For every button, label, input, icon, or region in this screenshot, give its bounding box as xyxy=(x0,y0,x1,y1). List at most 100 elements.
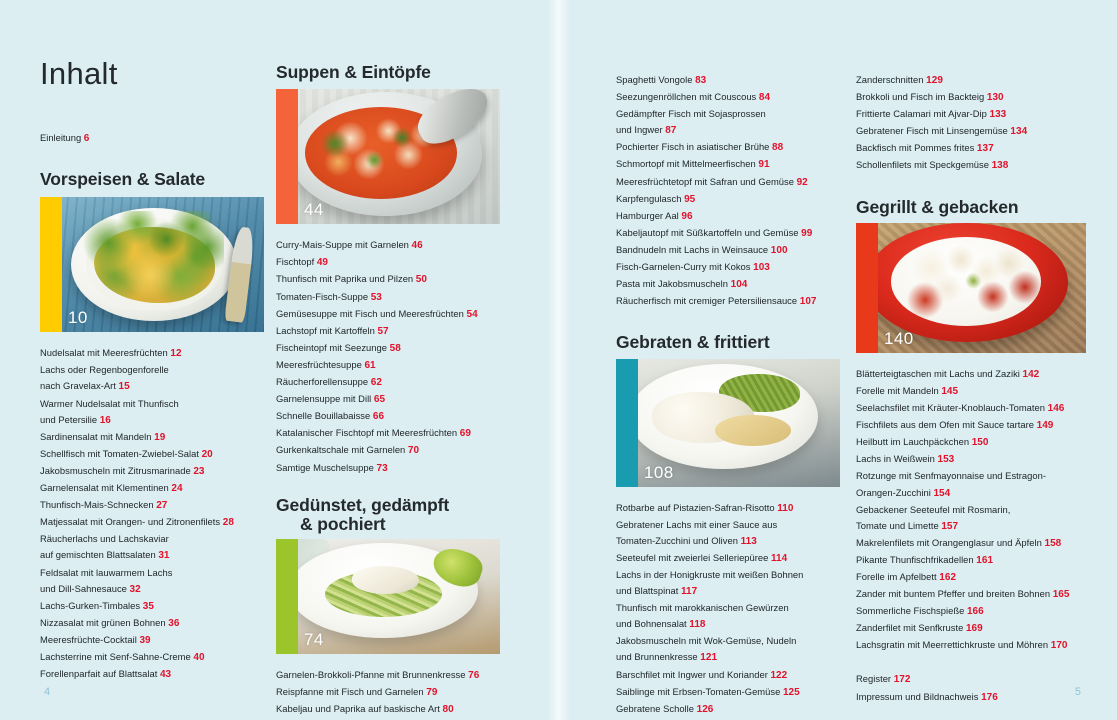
toc-entry[interactable]: Katalanischer Fischtopf mit Meeresfrücht… xyxy=(276,425,500,442)
toc-entry[interactable]: Kabeljautopf mit Süßkartoffeln und Gemüs… xyxy=(616,225,840,242)
toc-entry[interactable]: Meeresfrüchte-Cocktail 39 xyxy=(40,632,264,649)
toc-entry[interactable]: Jakobsmuscheln mit Zitrusmarinade 23 xyxy=(40,463,264,480)
entries-gebraten-cont: Zanderschnitten 129 Brokkoli und Fisch im… xyxy=(856,72,1086,175)
toc-entry[interactable]: Rotbarbe auf Pistazien-Safran-Risotto 11… xyxy=(616,500,840,517)
toc-entry[interactable]: Orangen-Zucchini 154 xyxy=(856,485,1086,502)
toc-entry[interactable]: Zander mit buntem Pfeffer und breiten Bo… xyxy=(856,586,1086,603)
toc-entry[interactable]: Feldsalat mit lauwarmem Lachs xyxy=(40,565,264,581)
toc-entry[interactable]: Gurkenkaltschale mit Garnelen 70 xyxy=(276,442,500,459)
toc-entry[interactable]: Karpfengulasch 95 xyxy=(616,191,840,208)
toc-entry[interactable]: Schellfisch mit Tomaten-Zwiebel-Salat 20 xyxy=(40,446,264,463)
toc-entry[interactable]: Räucherfisch mit cremiger Petersiliensau… xyxy=(616,293,840,310)
toc-entry[interactable]: Lachs in Weißwein 153 xyxy=(856,451,1086,468)
toc-entry[interactable]: Räucherforellensuppe 62 xyxy=(276,374,500,391)
toc-entry[interactable]: Thunfisch-Mais-Schnecken 27 xyxy=(40,497,264,514)
toc-entry[interactable]: Rotzunge mit Senfmayonnaise und Estragon… xyxy=(856,468,1086,484)
toc-entry[interactable]: Thunfisch mit marokkanischen Gewürzen xyxy=(616,600,840,616)
toc-entry[interactable]: Fischtopf 49 xyxy=(276,254,500,271)
toc-entry[interactable]: Makrelenfilets mit Orangenglasur und Äpf… xyxy=(856,535,1086,552)
toc-entry[interactable]: Gebratener Fisch mit Linsengemüse 134 xyxy=(856,123,1086,140)
toc-entry[interactable]: Gemüsesuppe mit Fisch und Meeresfrüchten… xyxy=(276,306,500,323)
toc-entry[interactable]: Schollenfilets mit Speckgemüse 138 xyxy=(856,157,1086,174)
toc-entry[interactable]: Thunfisch mit Paprika und Pilzen 50 xyxy=(276,271,500,288)
toc-entry[interactable]: Tomaten-Fisch-Suppe 53 xyxy=(276,289,500,306)
toc-entry[interactable]: Lachs oder Regenbogenforelle xyxy=(40,362,264,378)
toc-entry[interactable]: Impressum und Bildnachweis 176 xyxy=(856,689,1086,706)
toc-entry[interactable]: Frittierte Calamari mit Ajvar-Dip 133 xyxy=(856,106,1086,123)
toc-entry[interactable]: und Dill-Sahnesauce 32 xyxy=(40,581,264,598)
toc-entry[interactable]: Hamburger Aal 96 xyxy=(616,208,840,225)
toc-entry[interactable]: Sardinensalat mit Mandeln 19 xyxy=(40,429,264,446)
toc-entry[interactable]: Seezungenröllchen mit Couscous 84 xyxy=(616,89,840,106)
toc-entry[interactable]: Garnelensuppe mit Dill 65 xyxy=(276,391,500,408)
toc-entry[interactable]: Seeteufel mit zweierlei Selleriepüree 11… xyxy=(616,550,840,567)
toc-entry-page: 145 xyxy=(941,385,959,397)
toc-entry[interactable]: Schmortopf mit Mittelmeerfischen 91 xyxy=(616,156,840,173)
toc-entry[interactable]: Brokkoli und Fisch im Backteig 130 xyxy=(856,89,1086,106)
toc-entry[interactable]: Meeresfrüchtetopf mit Safran und Gemüse … xyxy=(616,174,840,191)
toc-entry[interactable]: Zanderschnitten 129 xyxy=(856,72,1086,89)
toc-entry[interactable]: Pasta mit Jakobsmuscheln 104 xyxy=(616,276,840,293)
toc-entry[interactable]: Saiblinge mit Erbsen-Tomaten-Gemüse 125 xyxy=(616,684,840,701)
toc-entry[interactable]: und Petersilie 16 xyxy=(40,412,264,429)
toc-entry[interactable]: Gebackener Seeteufel mit Rosmarin, xyxy=(856,502,1086,518)
toc-entry[interactable]: Tomate und Limette 157 xyxy=(856,518,1086,535)
toc-entry-title: Tomate und Limette xyxy=(856,519,939,531)
toc-entry[interactable]: Samtige Muschelsuppe 73 xyxy=(276,460,500,477)
toc-entry[interactable]: Pochierter Fisch in asiatischer Brühe 88 xyxy=(616,139,840,156)
toc-entry[interactable]: und Blattspinat 117 xyxy=(616,583,840,600)
toc-entry[interactable]: Pikante Thunfischfrikadellen 161 xyxy=(856,552,1086,569)
toc-entry[interactable]: Lachs in der Honigkruste mit weißen Bohn… xyxy=(616,567,840,583)
toc-entry[interactable]: Lachs-Gurken-Timbales 35 xyxy=(40,598,264,615)
toc-entry[interactable]: Backfisch mit Pommes frites 137 xyxy=(856,140,1086,157)
toc-entry[interactable]: Schnelle Bouillabaisse 66 xyxy=(276,408,500,425)
toc-entry[interactable]: Gebratener Lachs mit einer Sauce aus xyxy=(616,517,840,533)
toc-entry-title: Gebratener Fisch mit Linsengemüse xyxy=(856,125,1008,137)
toc-entry[interactable]: Gedämpfter Fisch mit Sojasprossen xyxy=(616,106,840,122)
toc-entry[interactable]: Garnelensalat mit Klementinen 24 xyxy=(40,480,264,497)
toc-entry[interactable]: und Bohnensalat 118 xyxy=(616,616,840,633)
toc-entry[interactable]: Zanderfilet mit Senfkruste 169 xyxy=(856,620,1086,637)
toc-entry[interactable]: Lachsgratin mit Meerrettichkruste und Mö… xyxy=(856,637,1086,654)
toc-entry[interactable]: Heilbutt im Lauchpäckchen 150 xyxy=(856,434,1086,451)
toc-entry-title: Thunfisch-Mais-Schnecken xyxy=(40,499,154,511)
toc-entry[interactable]: Garnelen-Brokkoli-Pfanne mit Brunnenkres… xyxy=(276,667,500,684)
toc-entry[interactable]: Sommerliche Fischspieße 166 xyxy=(856,603,1086,620)
toc-entry[interactable]: Fisch-Garnelen-Curry mit Kokos 103 xyxy=(616,259,840,276)
toc-entry[interactable]: Fischeintopf mit Seezunge 58 xyxy=(276,340,500,357)
toc-entry-title: Lachstopf mit Kartoffeln xyxy=(276,324,375,336)
toc-entry[interactable]: Nizzasalat mit grünen Bohnen 36 xyxy=(40,615,264,632)
toc-entry[interactable]: Meeresfrüchtesuppe 61 xyxy=(276,357,500,374)
toc-entry[interactable]: Fischfilets aus dem Ofen mit Sauce tarta… xyxy=(856,417,1086,434)
toc-entry[interactable]: Spaghetti Vongole 83 xyxy=(616,72,840,89)
toc-entry[interactable]: Curry-Mais-Suppe mit Garnelen 46 xyxy=(276,237,500,254)
toc-entry[interactable]: Lachstopf mit Kartoffeln 57 xyxy=(276,323,500,340)
toc-entry[interactable]: Tomaten-Zucchini und Oliven 113 xyxy=(616,533,840,550)
toc-entry[interactable]: Warmer Nudelsalat mit Thunfisch xyxy=(40,396,264,412)
toc-entry[interactable]: Matjessalat mit Orangen- und Zitronenfil… xyxy=(40,514,264,531)
toc-entry[interactable]: Bandnudeln mit Lachs in Weinsauce 100 xyxy=(616,242,840,259)
toc-entry-title: Schnelle Bouillabaisse xyxy=(276,410,371,422)
section-color-bar xyxy=(276,538,298,654)
toc-entry[interactable]: Gebratene Scholle 126 xyxy=(616,701,840,718)
toc-entry[interactable]: Seelachsfilet mit Kräuter-Knoblauch-Toma… xyxy=(856,400,1086,417)
toc-entry[interactable]: Jakobsmuscheln mit Wok-Gemüse, Nudeln xyxy=(616,633,840,649)
toc-entry[interactable]: Reispfanne mit Fisch und Garnelen 79 xyxy=(276,684,500,701)
toc-entry[interactable]: Forelle mit Mandeln 145 xyxy=(856,383,1086,400)
toc-entry[interactable]: und Ingwer 87 xyxy=(616,122,840,139)
toc-entry[interactable]: auf gemischten Blattsalaten 31 xyxy=(40,547,264,564)
toc-entry[interactable]: Nudelsalat mit Meeresfrüchten 12 xyxy=(40,345,264,362)
toc-entry-title: Karpfengulasch xyxy=(616,192,682,204)
toc-entry[interactable]: Barschfilet mit Ingwer und Koriander 122 xyxy=(616,667,840,684)
toc-entry[interactable]: Forelle im Apfelbett 162 xyxy=(856,569,1086,586)
toc-entry[interactable]: Kabeljau und Paprika auf baskische Art 8… xyxy=(276,701,500,718)
toc-entry[interactable]: Lachsterrine mit Senf-Sahne-Creme 40 xyxy=(40,649,264,666)
toc-entry[interactable]: Forellenparfait auf Blattsalat 43 xyxy=(40,666,264,683)
toc-entry-page: 79 xyxy=(426,686,438,698)
toc-entry[interactable]: Räucherlachs und Lachskaviar xyxy=(40,531,264,547)
toc-entry[interactable]: nach Gravelax-Art 15 xyxy=(40,378,264,395)
toc-entry[interactable]: und Brunnenkresse 121 xyxy=(616,649,840,666)
toc-entry[interactable]: Blätterteigtaschen mit Lachs und Zaziki … xyxy=(856,366,1086,383)
toc-entry-title: Tomaten-Fisch-Suppe xyxy=(276,290,369,302)
toc-entry[interactable]: Register 172 xyxy=(856,671,1086,688)
